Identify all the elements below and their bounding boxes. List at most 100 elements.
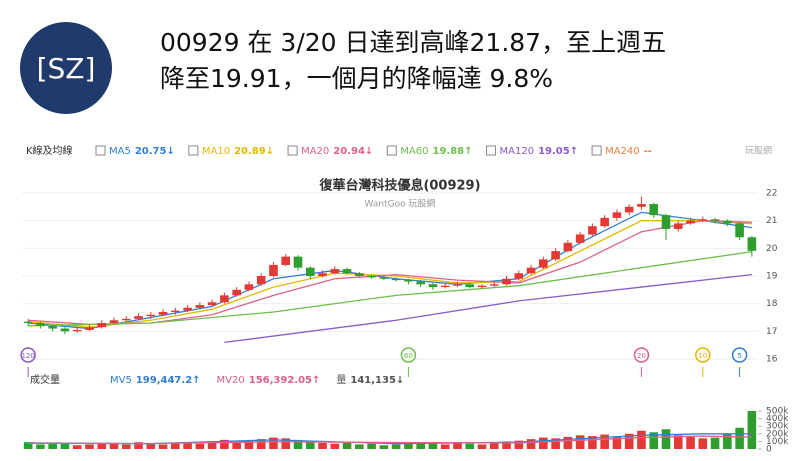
volume-bar <box>244 440 254 449</box>
volume-bar <box>195 443 205 449</box>
volume-bar <box>673 435 683 449</box>
candle-body <box>600 217 609 227</box>
candle-body <box>624 206 634 213</box>
ma-line <box>28 220 752 328</box>
candle-body <box>195 305 205 308</box>
y-tick-label: 17 <box>766 327 777 337</box>
legend-name: MA5 <box>109 146 131 157</box>
ma-marker <box>633 347 650 363</box>
candle-body <box>293 256 303 268</box>
volume-bar <box>134 442 143 449</box>
candle-body <box>23 321 33 324</box>
volume-bar <box>23 442 33 449</box>
candle-body <box>612 212 622 218</box>
y-tick-label: 18 <box>766 299 778 309</box>
chart-subtitle: WantGoo 玩股網 <box>365 198 436 210</box>
volume-bar <box>342 442 352 449</box>
avatar <box>20 22 112 114</box>
volume-bar <box>514 440 524 449</box>
volume-bar <box>379 445 389 449</box>
volume-bar <box>293 439 303 449</box>
candle-body <box>281 256 291 265</box>
candle-body <box>72 329 82 332</box>
volume-bar <box>97 442 107 449</box>
headline: 降至19.91，一個月的降幅達 9.8% <box>160 64 553 93</box>
volume-bar <box>109 443 119 449</box>
candle-body <box>453 284 462 286</box>
legend-value: 19.05↑ <box>538 146 578 157</box>
candle-body <box>698 219 708 221</box>
candle-body <box>416 281 425 285</box>
volume-bar <box>36 444 45 449</box>
ma-marker <box>20 347 36 363</box>
candle-body <box>171 310 180 312</box>
candle-body <box>440 285 450 288</box>
candle-body <box>220 295 229 303</box>
candle-body <box>723 220 732 224</box>
candle-body <box>379 277 389 279</box>
candle-body <box>588 226 597 235</box>
volume-bar <box>48 442 57 449</box>
y-tick-label: 19 <box>766 272 778 282</box>
volume-bar <box>367 443 376 449</box>
ma-marker-label: 60 <box>404 352 413 360</box>
headline: 00929 在 3/20 日達到高峰21.87，至上週五 <box>160 28 666 57</box>
volume-bar <box>318 442 327 449</box>
volume-bar <box>453 442 462 449</box>
volume-bar <box>575 435 585 449</box>
candle-body <box>367 276 376 278</box>
candle-body <box>514 273 524 279</box>
legend-name: MV5 <box>110 375 132 386</box>
volume-bar <box>183 442 192 449</box>
volume-bar <box>281 438 291 449</box>
candle-body <box>355 273 364 276</box>
candle-body <box>563 242 573 252</box>
volume-bar <box>649 432 659 449</box>
legend-value: 20.89↓ <box>234 146 274 157</box>
watermark: 玩股網 <box>745 145 772 157</box>
candle-body <box>735 223 744 238</box>
ma-marker <box>731 347 748 363</box>
candle-body <box>575 234 585 243</box>
candle-body <box>305 267 315 276</box>
volume-bar <box>465 443 475 449</box>
y-tick-label: 500k <box>766 407 789 417</box>
volume-bar <box>171 442 180 449</box>
chart-panel <box>0 135 800 457</box>
candle-body <box>97 323 107 328</box>
y-tick-label: 300k <box>766 422 789 432</box>
candle-body <box>146 314 156 317</box>
candle-body <box>207 302 217 306</box>
y-tick-label: 22 <box>766 189 777 199</box>
candle-body <box>318 273 327 276</box>
volume-bar <box>158 444 168 449</box>
legend-name: MV20 <box>217 375 245 386</box>
volume-bar <box>207 441 217 449</box>
legend-name: MA10 <box>202 146 230 157</box>
volume-bar <box>600 434 609 449</box>
candle-body <box>551 251 560 260</box>
avatar-text: [SZ] <box>37 52 96 85</box>
legend-name: MA240 <box>605 146 640 157</box>
legend-value: 141,135↓ <box>350 375 404 386</box>
candle-body <box>673 223 683 229</box>
volume-bar <box>551 438 560 449</box>
volume-bar <box>330 443 340 449</box>
candle-body <box>60 328 70 332</box>
candle-body <box>539 259 548 268</box>
legend-title: K線及均線 <box>26 144 73 157</box>
volume-bar <box>526 439 536 449</box>
volume-bar <box>563 436 573 449</box>
candle-body <box>183 307 192 311</box>
candle-body <box>36 323 45 326</box>
volume-bar <box>489 442 499 449</box>
volume-bar <box>416 442 425 449</box>
y-tick-label: 0 <box>766 445 772 455</box>
legend-value: 20.75↓ <box>135 146 175 157</box>
volume-bar <box>440 444 450 449</box>
candle-body <box>649 204 659 216</box>
candle-body <box>747 237 757 251</box>
volume-bar <box>735 427 744 449</box>
candle-body <box>48 325 57 329</box>
legend-checkbox <box>95 145 106 156</box>
